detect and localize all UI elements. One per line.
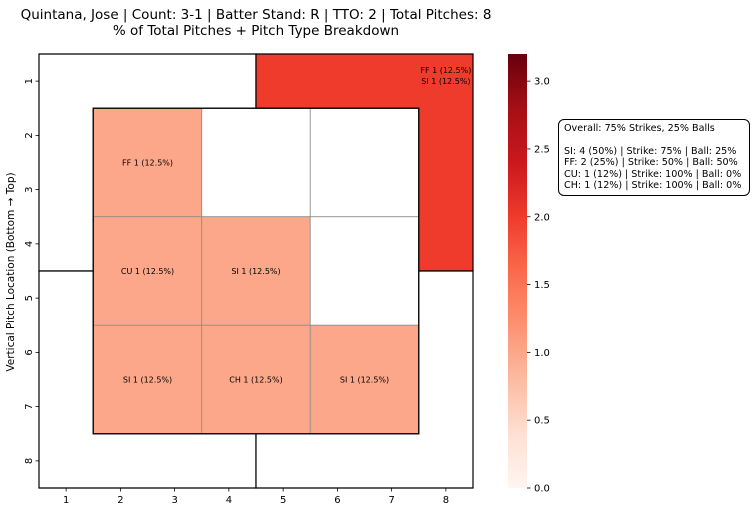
y-tick-label: 4 bbox=[24, 241, 35, 247]
x-tick-label: 3 bbox=[171, 495, 177, 506]
colorbar-tick-label: 0.5 bbox=[534, 416, 550, 427]
colorbar-tick-label: 3.0 bbox=[534, 77, 550, 88]
colorbar-tick-label: 0.0 bbox=[534, 484, 550, 495]
summary-line-ff: FF: 2 (25%) | Strike: 50% | Ball: 50% bbox=[564, 157, 738, 169]
cell-label: CH 1 (12.5%) bbox=[229, 376, 282, 385]
x-tick-label: 2 bbox=[117, 495, 123, 506]
x-tick-label: 1 bbox=[63, 495, 69, 506]
y-tick-label: 6 bbox=[24, 349, 35, 355]
colorbar-tick-label: 2.0 bbox=[534, 212, 550, 223]
colorbar bbox=[508, 54, 527, 488]
chart-title-line2: % of Total Pitches + Pitch Type Breakdow… bbox=[113, 23, 399, 39]
cell-label: SI 1 (12.5%) bbox=[340, 376, 389, 385]
cell-label: FF 1 (12.5%) bbox=[122, 159, 173, 168]
cell-label: SI 1 (12.5%) bbox=[231, 267, 280, 276]
zone-label: SI 1 (12.5%) bbox=[421, 77, 470, 86]
overall-summary: Overall: 75% Strikes, 25% Balls bbox=[564, 123, 715, 134]
y-tick-label: 1 bbox=[24, 78, 35, 84]
colorbar-tick-label: 1.5 bbox=[534, 280, 550, 291]
strike-zone-border bbox=[92, 107, 420, 435]
strike-zone-cell bbox=[309, 107, 420, 218]
strike-zone-cell bbox=[92, 216, 203, 326]
x-tick-label: 7 bbox=[388, 495, 394, 506]
strike-zone-cell bbox=[309, 324, 420, 435]
strike-zone-cell bbox=[309, 216, 420, 326]
y-axis-label: Vertical Pitch Location (Bottom → Top) bbox=[5, 172, 17, 371]
summary-line-si: SI: 4 (50%) | Strike: 75% | Ball: 25% bbox=[564, 145, 737, 157]
y-tick-label: 2 bbox=[24, 132, 35, 138]
x-tick-label: 5 bbox=[280, 495, 286, 506]
cell-label: CU 1 (12.5%) bbox=[121, 267, 174, 276]
x-tick-label: 8 bbox=[443, 495, 449, 506]
summary-line-ch: CH: 1 (12%) | Strike: 100% | Ball: 0% bbox=[564, 180, 742, 192]
summary-line-cu: CU: 1 (12%) | Strike: 100% | Ball: 0% bbox=[564, 168, 742, 180]
cell-label: SI 1 (12.5%) bbox=[123, 376, 172, 385]
y-tick-label: 3 bbox=[24, 186, 35, 192]
x-tick-label: 6 bbox=[334, 495, 340, 506]
strike-zone-cell bbox=[201, 107, 311, 218]
colorbar-tick-label: 1.0 bbox=[534, 348, 550, 359]
x-tick-label: 4 bbox=[226, 495, 232, 506]
y-tick-label: 7 bbox=[24, 403, 35, 409]
pitch-summary-box: Overall: 75% Strikes, 25% Balls SI: 4 (5… bbox=[558, 119, 750, 196]
y-tick-label: 5 bbox=[24, 295, 35, 301]
strike-zone-cell bbox=[201, 216, 311, 326]
chart-title-line1: Quintana, Jose | Count: 3-1 | Batter Sta… bbox=[21, 7, 492, 23]
zone-label: FF 1 (12.5%) bbox=[420, 66, 471, 75]
colorbar-tick-label: 2.5 bbox=[534, 144, 550, 155]
y-tick-label: 8 bbox=[24, 458, 35, 464]
